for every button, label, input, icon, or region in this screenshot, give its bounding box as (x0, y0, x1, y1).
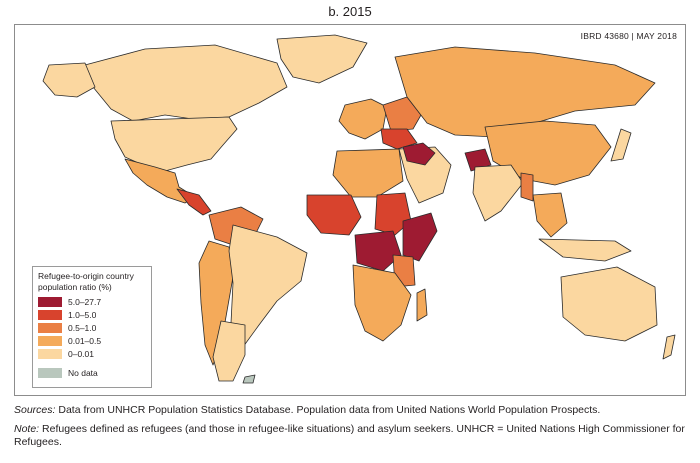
region-west-africa (306, 194, 362, 236)
legend-swatch (38, 349, 62, 359)
legend-title: Refugee-to-origin country population rat… (38, 271, 134, 292)
region-central-america (176, 188, 212, 216)
region-greenland (276, 34, 368, 84)
legend-swatch (38, 310, 62, 320)
region-southeast-asia (532, 192, 568, 238)
legend-item: 1.0–5.0 (38, 309, 146, 321)
region-japan (610, 128, 632, 162)
sources-note: Sources: Data from UNHCR Population Stat… (14, 404, 694, 417)
world-map: IBRD 43680 | MAY 2018 (14, 24, 686, 396)
region-southern-cone (212, 320, 246, 382)
region-afghanistan (464, 148, 492, 172)
region-brazil (228, 224, 308, 348)
region-canada (84, 44, 288, 122)
definition-note: Note: Refugees defined as refugees (and … (14, 423, 694, 449)
region-western-europe (338, 98, 388, 140)
sources-text: Data from UNHCR Population Statistics Da… (55, 404, 601, 416)
map-notes: Sources: Data from UNHCR Population Stat… (14, 404, 694, 455)
region-central-africa (354, 230, 402, 272)
region-syria-iraq (402, 142, 436, 166)
legend-label: 5.0–27.7 (68, 297, 102, 307)
legend-label: 0.01–0.5 (68, 336, 102, 346)
legend-item: 5.0–27.7 (38, 296, 146, 308)
legend-label-no-data: No data (68, 368, 98, 378)
region-alaska (42, 62, 96, 98)
region-antarctic-islands-no-data (242, 374, 256, 384)
region-madagascar (416, 288, 428, 322)
region-eastern-europe (382, 96, 422, 132)
world-map-canvas (42, 34, 676, 384)
note-label: Note: (14, 423, 40, 435)
region-north-africa (332, 148, 404, 198)
legend-label: 0–0.01 (68, 349, 94, 359)
region-russia-central-asia (394, 46, 656, 138)
legend: Refugee-to-origin country population rat… (32, 266, 152, 388)
sources-label: Sources: (14, 404, 56, 416)
note-text: Refugees defined as refugees (and those … (14, 423, 685, 448)
legend-swatch (38, 336, 62, 346)
region-southern-africa (352, 264, 412, 342)
region-myanmar (520, 172, 534, 202)
legend-item: 0.5–1.0 (38, 322, 146, 334)
legend-label: 1.0–5.0 (68, 310, 97, 320)
legend-label: 0.5–1.0 (68, 323, 97, 333)
legend-item: 0.01–0.5 (38, 335, 146, 347)
legend-swatch (38, 297, 62, 307)
region-united-states (110, 116, 238, 172)
legend-item-no-data: No data (38, 367, 146, 379)
region-horn-of-africa (402, 212, 438, 262)
region-south-asia (472, 164, 524, 222)
map-stamp: IBRD 43680 | MAY 2018 (580, 31, 677, 41)
legend-swatch-no-data (38, 368, 62, 378)
region-indonesia (538, 238, 632, 262)
legend-swatch (38, 323, 62, 333)
legend-item: 0–0.01 (38, 348, 146, 360)
region-australia (560, 266, 658, 342)
region-new-zealand (662, 334, 676, 360)
map-title: b. 2015 (328, 4, 372, 19)
